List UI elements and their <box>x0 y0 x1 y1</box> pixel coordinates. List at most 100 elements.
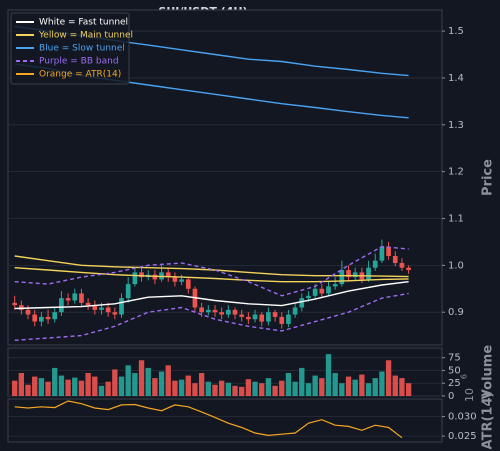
y-tick-label: 0.9 <box>448 307 464 318</box>
candle-body <box>205 309 211 313</box>
volume-bar <box>339 383 345 396</box>
volume-bar <box>305 383 312 396</box>
volume-bar <box>185 375 191 396</box>
legend-label: Orange = ATR(14) <box>39 70 121 80</box>
volume-bar <box>359 374 365 396</box>
candle-body <box>292 307 298 315</box>
candle-body <box>232 309 238 315</box>
volume-bar <box>325 354 332 396</box>
candle-body <box>286 314 291 324</box>
candle-body <box>279 316 285 324</box>
legend: White = Fast tunnel Yellow = Main tunnel B… <box>10 12 133 85</box>
volume-bar <box>98 385 105 396</box>
volume-bar <box>138 360 145 396</box>
volume-bar <box>312 375 318 396</box>
candle-body <box>152 274 158 280</box>
candle-body <box>119 298 124 315</box>
candle-body <box>79 293 84 303</box>
candle-body <box>165 272 171 278</box>
candle-body <box>185 279 191 289</box>
y-tick-label: 1.5 <box>448 26 464 37</box>
volume-bar <box>165 365 171 396</box>
candle-body <box>252 314 258 320</box>
candle-body <box>299 298 305 308</box>
y-axis-label: ATR(14) <box>481 392 496 450</box>
volume-bar <box>372 378 378 396</box>
volume-bar <box>52 367 58 396</box>
volume-bar <box>158 371 165 396</box>
y-tick-label: 25 <box>448 378 461 389</box>
volume-bar <box>92 376 98 396</box>
candle-body <box>112 312 118 315</box>
y-tick-label: 1.3 <box>448 120 464 131</box>
y-tick-label: 1.4 <box>448 73 464 84</box>
volume-bar <box>25 384 31 396</box>
volume-bar <box>292 381 298 396</box>
y-tick-label: 0 <box>448 391 454 402</box>
candle-body <box>72 293 78 301</box>
y-tick-label: 0.025 <box>448 431 477 442</box>
legend-label: Blue = Slow tunnel <box>39 44 125 54</box>
candle-body <box>339 270 345 285</box>
legend-box <box>10 12 130 85</box>
candle-body <box>372 260 378 268</box>
volume-bar <box>299 367 305 396</box>
volume-bar <box>252 381 258 396</box>
volume-bar <box>32 376 38 396</box>
candle-body <box>199 307 204 313</box>
candle-body <box>52 312 58 320</box>
y-tick-label: 1.2 <box>448 167 464 178</box>
volume-bar <box>212 384 218 396</box>
candle-body <box>272 312 278 317</box>
candle-body <box>219 312 224 315</box>
volume-bar <box>218 380 225 396</box>
volume-bar <box>105 381 111 396</box>
volume-bar <box>118 376 125 396</box>
y-tick-label: 1.1 <box>448 213 464 224</box>
candle-body <box>212 309 218 313</box>
volume-bar <box>279 380 285 396</box>
legend-label: White = Fast tunnel <box>39 18 128 28</box>
candle-body <box>179 279 184 282</box>
candle-body <box>266 312 271 322</box>
candle-body <box>12 302 18 306</box>
volume-bar <box>58 375 65 396</box>
overlay-line <box>14 267 409 283</box>
candle-body <box>379 246 385 261</box>
volume-bar <box>345 376 352 396</box>
volume-bar <box>272 385 278 396</box>
candle-body <box>226 309 231 315</box>
candle-body <box>139 272 144 278</box>
volume-bar <box>265 378 272 396</box>
overlay-line <box>14 255 409 278</box>
volume-bar <box>198 373 205 396</box>
volume-bar <box>205 381 211 396</box>
candle-body <box>239 314 245 317</box>
candle-body <box>326 286 331 294</box>
volume-bar <box>405 383 412 396</box>
volume-bar <box>178 379 185 396</box>
candle-body <box>399 263 405 268</box>
candle-body <box>32 314 38 322</box>
volume-bar <box>112 369 118 396</box>
candle-body <box>39 316 44 322</box>
offset-base: 10 <box>463 388 476 402</box>
volume-bar <box>85 373 91 396</box>
volume-bar <box>125 365 131 396</box>
volume-bar <box>245 379 252 396</box>
volume-bar <box>172 380 178 396</box>
legend-label: Purple = BB band <box>39 57 119 67</box>
candle-body <box>406 267 411 271</box>
y-tick-label: 50 <box>448 365 461 376</box>
candle-body <box>259 314 265 322</box>
candle-body <box>386 246 391 256</box>
volume-bar <box>152 378 158 396</box>
candle-body <box>125 284 131 299</box>
volume-bar <box>72 377 78 396</box>
candle-body <box>92 305 98 310</box>
candle-body <box>65 298 71 301</box>
offset-exponent: 6 <box>460 374 469 379</box>
legend-label: Yellow = Main tunnel <box>38 31 133 41</box>
candle-body <box>59 298 64 313</box>
